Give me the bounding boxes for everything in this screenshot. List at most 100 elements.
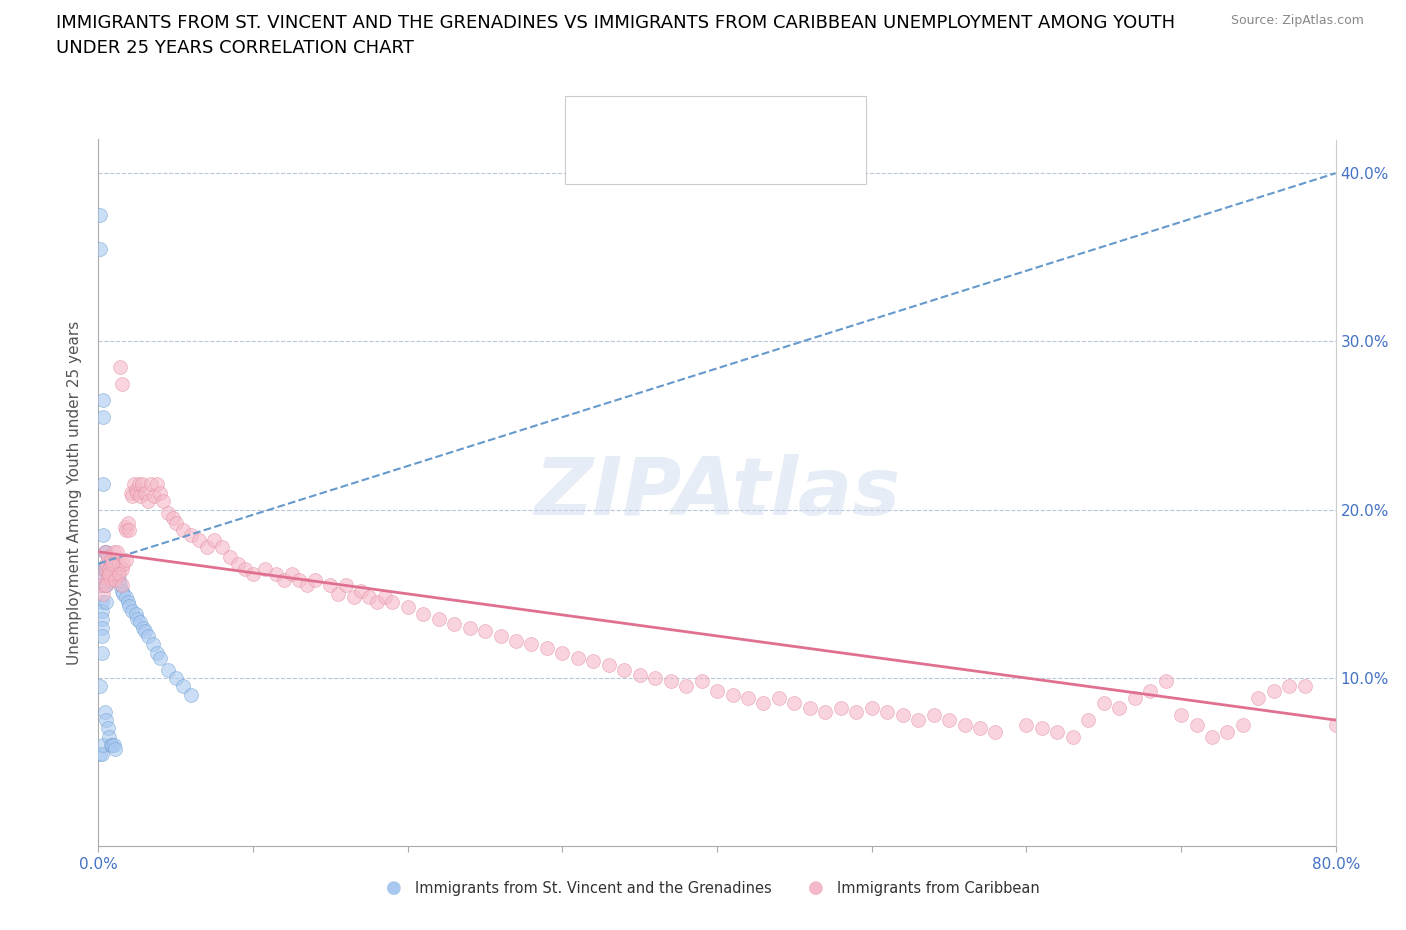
Point: [1154, 674, 1177, 689]
Point: [128, 477, 150, 492]
Point: [188, 533, 211, 548]
Text: UNDER 25 YEARS CORRELATION CHART: UNDER 25 YEARS CORRELATION CHART: [56, 39, 415, 57]
Point: [91, 410, 114, 425]
Point: [1170, 708, 1192, 723]
Point: [90, 561, 112, 576]
Point: [117, 516, 139, 531]
Point: [235, 561, 257, 576]
Point: [96, 578, 118, 593]
Point: [180, 527, 202, 542]
Point: [104, 573, 127, 588]
Point: [412, 606, 434, 621]
Point: [613, 662, 636, 677]
Point: [132, 620, 155, 635]
Point: [427, 612, 450, 627]
Point: [90, 578, 112, 593]
Point: [1247, 691, 1270, 706]
Point: [938, 712, 960, 727]
Y-axis label: Unemployment Among Youth under 25 years: Unemployment Among Youth under 25 years: [67, 321, 83, 665]
Point: [115, 523, 138, 538]
Point: [969, 721, 991, 736]
Point: [173, 523, 195, 538]
Point: [96, 578, 118, 593]
Point: [91, 477, 114, 492]
Point: [101, 737, 124, 752]
Point: [98, 569, 121, 584]
Point: [149, 650, 172, 665]
Point: [124, 606, 146, 621]
Point: [149, 485, 172, 500]
Point: [107, 566, 129, 581]
Point: [89, 746, 111, 761]
Point: [96, 595, 118, 610]
Point: [474, 623, 496, 638]
Text: ●: ●: [807, 879, 824, 897]
Point: [288, 573, 311, 588]
Point: [134, 623, 156, 638]
Point: [226, 556, 249, 571]
Point: [96, 556, 118, 571]
Point: [143, 489, 166, 504]
Point: [90, 746, 112, 761]
Point: [922, 708, 945, 723]
Point: [281, 566, 304, 581]
Point: [121, 604, 143, 618]
Text: R =: R =: [614, 154, 648, 169]
Text: IMMIGRANTS FROM ST. VINCENT AND THE GRENADINES VS IMMIGRANTS FROM CARIBBEAN UNEM: IMMIGRANTS FROM ST. VINCENT AND THE GREN…: [56, 14, 1175, 32]
Point: [1046, 724, 1069, 739]
Point: [93, 704, 115, 719]
Point: [953, 718, 976, 733]
Point: [129, 615, 152, 630]
Point: [90, 595, 112, 610]
Point: [90, 604, 112, 618]
Point: [273, 573, 295, 588]
Point: [97, 569, 120, 584]
Point: [129, 489, 152, 504]
Point: [91, 527, 114, 542]
Point: [165, 516, 187, 531]
Bar: [575, 147, 606, 177]
Point: [1216, 724, 1239, 739]
Point: [104, 741, 127, 756]
Point: [111, 583, 134, 598]
Point: [93, 544, 115, 559]
Text: Immigrants from St. Vincent and the Grenadines: Immigrants from St. Vincent and the Gren…: [415, 881, 772, 896]
Point: [111, 561, 134, 576]
Point: [112, 556, 135, 571]
Text: 67: 67: [789, 110, 810, 125]
Point: [97, 550, 120, 565]
Point: [326, 587, 350, 602]
Point: [96, 544, 118, 559]
Point: [335, 578, 357, 593]
Point: [118, 598, 141, 613]
Point: [91, 578, 114, 593]
Point: [93, 544, 115, 559]
Point: [737, 691, 759, 706]
Point: [89, 207, 111, 222]
Text: ZIPAtlas: ZIPAtlas: [534, 454, 900, 532]
Point: [266, 566, 288, 581]
Point: [104, 556, 127, 571]
Point: [690, 674, 713, 689]
Point: [343, 590, 366, 604]
Point: [366, 595, 388, 610]
Point: [127, 485, 149, 500]
Point: [254, 561, 277, 576]
Point: [136, 494, 159, 509]
Bar: [575, 102, 606, 132]
Point: [98, 729, 121, 744]
Point: [131, 477, 153, 492]
Point: [374, 590, 396, 604]
Point: [297, 578, 319, 593]
Point: [907, 712, 929, 727]
Point: [304, 573, 326, 588]
Point: [96, 561, 118, 576]
FancyBboxPatch shape: [565, 96, 866, 184]
Point: [115, 552, 138, 567]
Point: [96, 712, 118, 727]
Point: [93, 569, 115, 584]
Point: [100, 573, 122, 588]
Point: [91, 561, 114, 576]
Point: [396, 600, 419, 615]
Point: [111, 578, 134, 593]
